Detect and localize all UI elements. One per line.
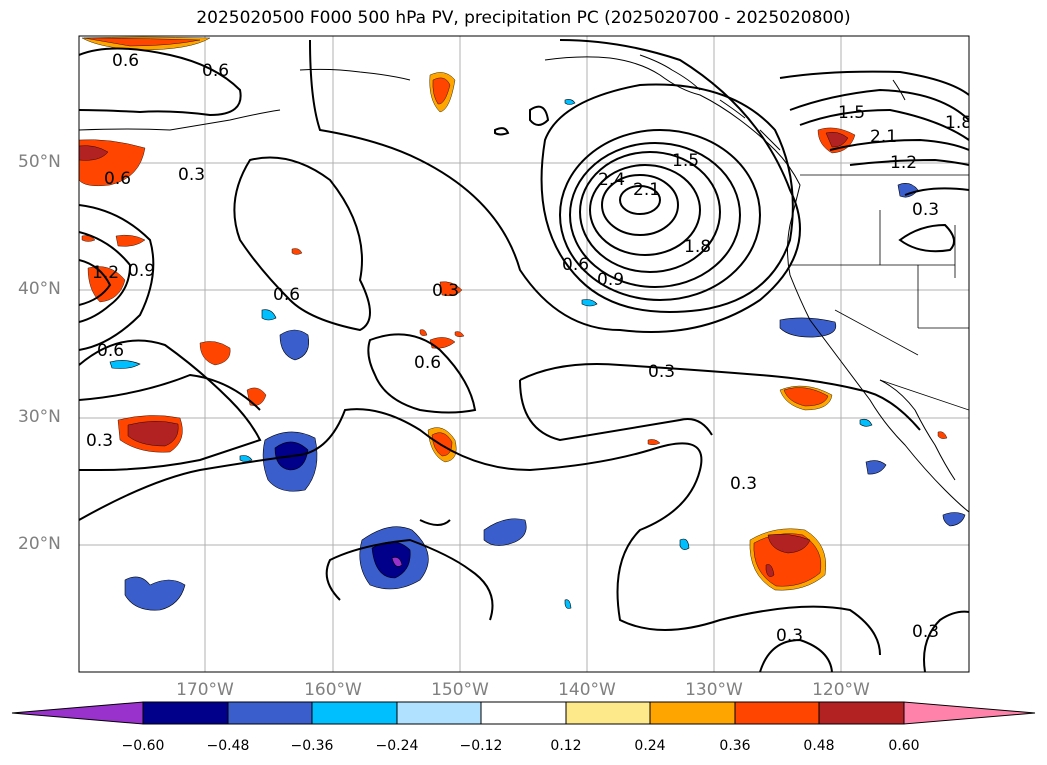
colorbar-tick-label: 0.48 xyxy=(803,738,835,754)
contour-label: 0.9 xyxy=(128,261,155,281)
lon-label: 160°W xyxy=(304,680,362,700)
lon-label: 150°W xyxy=(431,680,489,700)
state-borders xyxy=(790,174,969,411)
lon-label: 140°W xyxy=(558,680,616,700)
contour-label: 0.3 xyxy=(178,165,205,185)
contour-label: 1.5 xyxy=(672,151,699,171)
contour-label: 2.1 xyxy=(633,180,660,200)
pv-contours xyxy=(79,39,969,672)
lat-label: 50°N xyxy=(18,152,61,172)
map-frame xyxy=(78,35,970,673)
colorbar-segment xyxy=(311,701,398,725)
colorbar-tick-label: 0.24 xyxy=(634,738,666,754)
contour-label: 1.8 xyxy=(684,237,711,257)
colorbar-segment xyxy=(480,701,567,725)
colorbar-segment xyxy=(649,701,736,725)
colorbar-tick-label: 0.12 xyxy=(550,738,582,754)
colorbar-tick-label: 0.36 xyxy=(719,738,751,754)
contour-label: 1.2 xyxy=(890,153,917,173)
contour-label: 0.6 xyxy=(97,341,124,361)
contour-label: 2.4 xyxy=(598,170,625,190)
contour-label: 0.3 xyxy=(730,474,757,494)
contour-label: 0.3 xyxy=(776,626,803,646)
contour-label: 1.8 xyxy=(945,113,972,133)
lat-label: 40°N xyxy=(18,279,61,299)
contour-label: 0.6 xyxy=(202,61,229,81)
contour-label: 0.3 xyxy=(432,281,459,301)
colorbar-tick-label: 0.60 xyxy=(888,738,920,754)
lon-label: 170°W xyxy=(176,680,234,700)
contour-label: 0.3 xyxy=(912,622,939,642)
colorbar-tick-label: −0.12 xyxy=(459,738,503,754)
colorbar-segment xyxy=(818,701,905,725)
contour-label: 0.6 xyxy=(414,353,441,373)
contour-label: 2.1 xyxy=(870,127,897,147)
contour-label: 0.3 xyxy=(648,362,675,382)
contour-label: 0.6 xyxy=(104,169,131,189)
contour-label: 0.3 xyxy=(912,200,939,220)
lat-label: 30°N xyxy=(18,407,61,427)
colorbar-segment xyxy=(142,701,229,725)
contour-label: 0.6 xyxy=(562,255,589,275)
lon-label: 120°W xyxy=(812,680,870,700)
colorbar-tick-label: −0.36 xyxy=(290,738,334,754)
contour-labels: 0.6 0.6 0.3 0.6 0.9 1.2 0.6 0.6 0.3 0.6 … xyxy=(86,51,972,646)
colorbar xyxy=(11,701,1036,725)
colorbar-tick-label: −0.60 xyxy=(121,738,165,754)
coastlines xyxy=(79,54,969,513)
lat-label: 20°N xyxy=(18,534,61,554)
contour-label: 0.9 xyxy=(597,270,624,290)
colorbar-segment xyxy=(396,701,482,725)
colorbar-tick-label: −0.24 xyxy=(375,738,419,754)
contour-label: 1.5 xyxy=(838,103,865,123)
colorbar-max-extension xyxy=(903,701,1036,725)
colorbar-segment xyxy=(227,701,313,725)
map-title: 2025020500 F000 500 hPa PV, precipitatio… xyxy=(196,8,851,28)
colorbar-min-extension xyxy=(11,701,144,725)
lon-label: 130°W xyxy=(685,680,743,700)
contour-label: 0.3 xyxy=(86,431,113,451)
colorbar-segment xyxy=(565,701,651,725)
contour-label: 0.6 xyxy=(273,285,300,305)
contour-label: 1.2 xyxy=(92,263,119,283)
colorbar-tick-label: −0.48 xyxy=(206,738,250,754)
colorbar-segment xyxy=(734,701,820,725)
contour-label: 0.6 xyxy=(112,51,139,71)
precip-negative-areas xyxy=(109,99,966,611)
